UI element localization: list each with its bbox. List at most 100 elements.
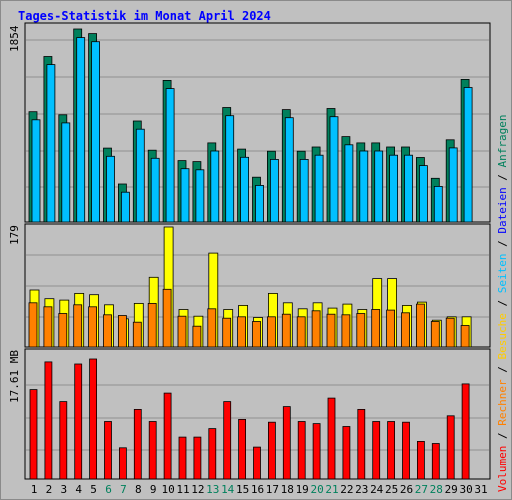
x-tick-label: 24 <box>370 483 384 496</box>
bars-volumen <box>29 358 470 480</box>
bar-rechner-day-24 <box>371 309 381 348</box>
bars-anfragen-dateien <box>28 28 473 223</box>
x-tick-label: 30 <box>459 483 472 496</box>
x-tick-label: 16 <box>251 483 264 496</box>
x-tick-label: 8 <box>135 483 142 496</box>
x-tick-label: 1 <box>31 483 38 496</box>
legend-segment: Besuche <box>496 313 509 359</box>
bar-rechner-day-12 <box>192 325 202 348</box>
legend-segment: Seiten <box>496 254 509 294</box>
bar-dateien-day-30 <box>463 87 473 223</box>
bar-rechner-day-21 <box>326 313 336 348</box>
legend-segment: / <box>496 167 509 187</box>
x-tick-label: 20 <box>310 483 323 496</box>
bar-volumen-day-7 <box>119 447 127 480</box>
bar-dateien-day-10 <box>165 88 175 223</box>
x-tick-label: 11 <box>176 483 189 496</box>
bar-volumen-day-25 <box>387 421 396 480</box>
legend-segment: Rechner <box>496 379 509 426</box>
legend-segment: Volumen <box>496 446 509 492</box>
bar-dateien-day-16 <box>255 184 264 223</box>
bar-volumen-day-26 <box>402 421 410 480</box>
x-tick-label: 23 <box>355 483 368 496</box>
x-tick-label: 2 <box>46 483 53 496</box>
x-tick-label: 13 <box>206 483 219 496</box>
y-max-label-besuche: 179 <box>8 225 21 245</box>
bar-rechner-day-30 <box>460 325 470 348</box>
x-tick-label: 10 <box>161 483 174 496</box>
bar-dateien-day-4 <box>76 37 86 223</box>
legend-segment: / <box>496 360 509 380</box>
bar-dateien-day-17 <box>269 158 279 223</box>
bar-volumen-day-22 <box>342 426 351 480</box>
bar-volumen-day-18 <box>282 406 291 480</box>
x-tick-label: 4 <box>75 483 82 496</box>
bar-rechner-day-7 <box>118 315 127 348</box>
bar-dateien-day-7 <box>121 191 130 223</box>
y-max-label-volumen: 17.61 MB <box>8 350 21 403</box>
legend-segment: Anfragen <box>496 114 509 167</box>
bar-rechner-day-11 <box>177 315 187 348</box>
bar-rechner-day-1 <box>28 302 38 348</box>
bar-volumen-day-16 <box>253 446 261 480</box>
bar-volumen-day-11 <box>178 436 187 480</box>
chart-title: Tages-Statistik im Monat April 2024 <box>18 9 271 23</box>
bar-volumen-day-9 <box>148 421 157 480</box>
x-tick-label: 3 <box>60 483 67 496</box>
bar-dateien-day-27 <box>418 165 428 223</box>
bar-volumen-day-10 <box>163 392 172 480</box>
bar-dateien-day-22 <box>344 144 354 223</box>
bar-volumen-day-12 <box>193 436 202 480</box>
bar-dateien-day-6 <box>106 155 115 223</box>
panel-frame-bottom <box>24 348 491 480</box>
x-tick-label: 14 <box>221 483 235 496</box>
bar-dateien-day-11 <box>180 168 190 223</box>
x-tick-label: 6 <box>105 483 112 496</box>
panel-anfragen-dateien: 1854 <box>8 22 491 223</box>
legend-segment: / <box>496 293 509 313</box>
bar-dateien-day-14 <box>225 115 235 223</box>
x-tick-label: 26 <box>400 483 413 496</box>
bar-volumen-day-17 <box>267 421 276 480</box>
x-tick-label: 15 <box>236 483 249 496</box>
panel-besuche-rechner: 179 <box>8 223 491 348</box>
x-tick-label: 17 <box>266 483 279 496</box>
bar-rechner-day-29 <box>445 317 455 348</box>
bar-volumen-day-4 <box>74 363 83 480</box>
bar-rechner-day-8 <box>132 321 142 348</box>
bar-dateien-day-23 <box>359 150 369 223</box>
bar-dateien-day-18 <box>284 117 294 223</box>
bar-dateien-day-26 <box>404 154 413 223</box>
bar-rechner-day-10 <box>162 288 172 348</box>
bar-rechner-day-3 <box>58 313 68 348</box>
panel-volumen: 17.61 MB <box>8 348 491 480</box>
legend-segment: / <box>496 234 509 254</box>
bar-rechner-day-15 <box>237 316 247 348</box>
x-tick-label: 18 <box>281 483 294 496</box>
x-tick-label: 28 <box>430 483 443 496</box>
bar-rechner-day-20 <box>311 310 321 348</box>
bar-volumen-day-8 <box>133 408 142 480</box>
bar-rechner-day-18 <box>281 313 291 348</box>
bar-dateien-day-20 <box>314 154 324 223</box>
y-max-label-anfragen: 1854 <box>8 25 21 52</box>
bar-dateien-day-1 <box>31 119 41 223</box>
x-tick-label: 31 <box>474 483 487 496</box>
bar-rechner-day-17 <box>266 316 276 348</box>
bar-volumen-day-5 <box>89 358 97 480</box>
bar-dateien-day-25 <box>389 154 399 223</box>
bar-volumen-day-14 <box>223 401 232 480</box>
bar-dateien-day-12 <box>195 169 205 223</box>
bar-dateien-day-29 <box>448 147 458 223</box>
bar-dateien-day-19 <box>299 158 309 223</box>
x-tick-label: 27 <box>415 483 428 496</box>
bar-dateien-day-5 <box>91 41 100 223</box>
bar-volumen-day-6 <box>104 421 112 480</box>
bar-volumen-day-2 <box>44 361 53 480</box>
x-tick-label: 25 <box>385 483 398 496</box>
x-tick-label: 19 <box>296 483 309 496</box>
bar-dateien-day-15 <box>240 156 250 223</box>
bar-rechner-day-27 <box>415 303 425 348</box>
x-tick-label: 21 <box>325 483 338 496</box>
